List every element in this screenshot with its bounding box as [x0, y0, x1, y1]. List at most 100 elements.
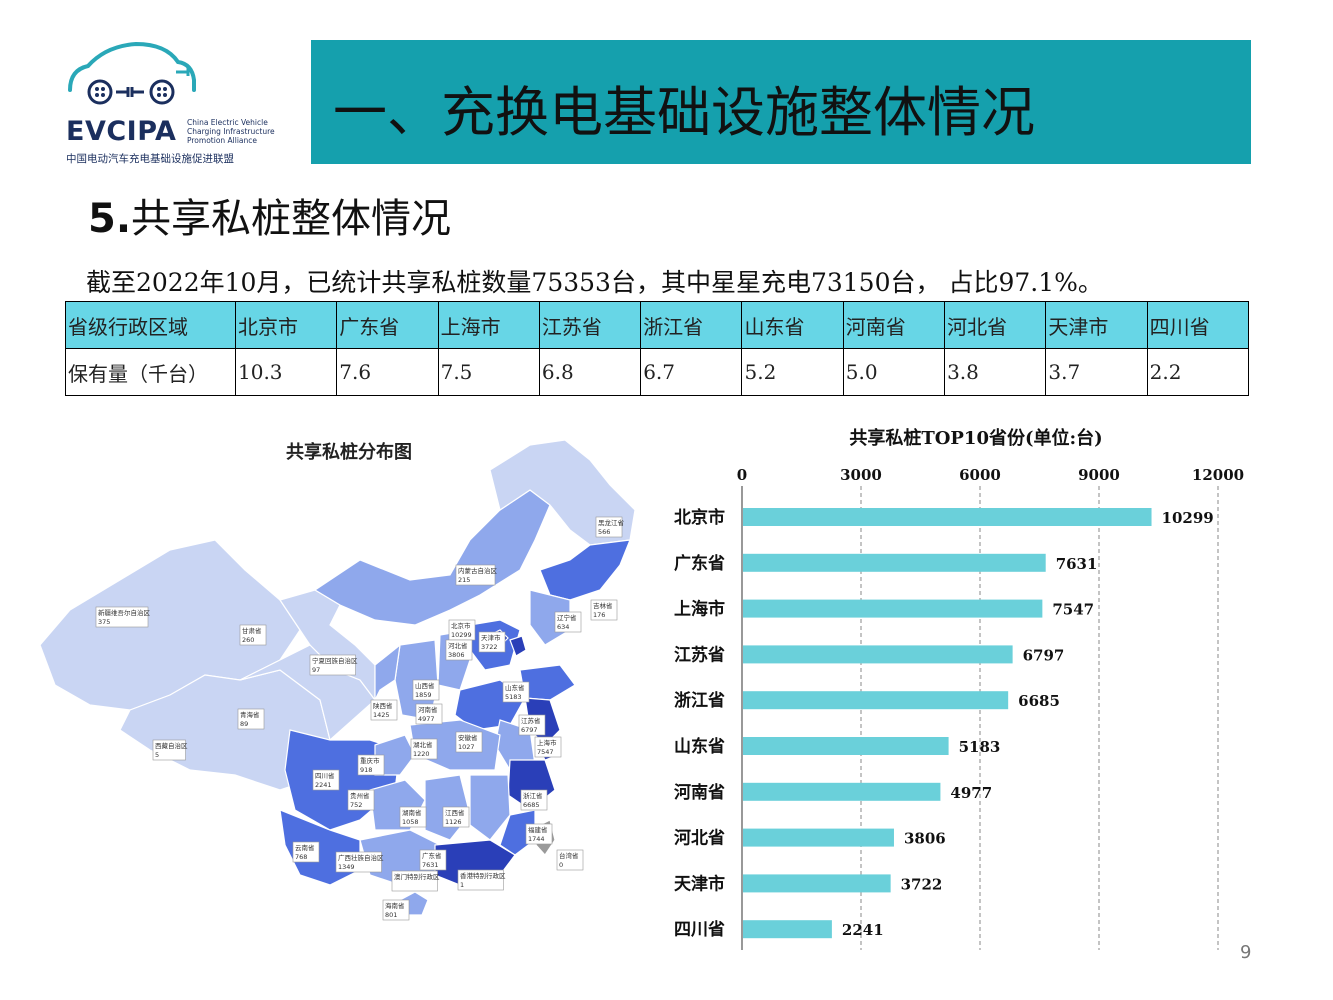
province-name: 湖北省 — [413, 740, 433, 749]
province-name: 上海市 — [537, 738, 557, 747]
bar — [743, 828, 894, 847]
province-value: 1349 — [338, 863, 355, 871]
section-heading: 5.共享私桩整体情况 — [88, 186, 451, 244]
y-tick-label: 江苏省 — [674, 644, 725, 665]
province-value: 2241 — [315, 781, 332, 789]
data-label: 6797 — [1023, 646, 1065, 664]
jiangxi-region — [469, 774, 511, 841]
label-box — [556, 849, 584, 871]
bar — [743, 508, 1152, 526]
province-name: 福建省 — [528, 825, 548, 834]
data-label: 10299 — [1162, 509, 1214, 527]
province-value: 5183 — [505, 693, 522, 701]
summary-text: 截至2022年10月，已统计共享私桩数量75353台，其中星星充电73150台，… — [86, 268, 1103, 297]
province-value: 97 — [312, 666, 320, 674]
province-value: 0 — [559, 861, 563, 869]
bar — [743, 691, 1009, 710]
label-box — [370, 699, 398, 721]
bar — [743, 645, 1013, 664]
ningxia-region — [374, 643, 401, 701]
province-name: 台湾省 — [559, 851, 579, 860]
province-value: 801 — [385, 911, 397, 919]
y-tick-label: 四川省 — [674, 919, 725, 940]
label-box — [445, 639, 473, 661]
province-name: 广西壮族自治区 — [338, 853, 384, 862]
province-value: 215 — [458, 576, 470, 584]
province-name: 河北省 — [448, 641, 468, 650]
page-number: 9 — [1240, 942, 1252, 963]
label-box — [399, 806, 427, 828]
table-cell: 江苏省 — [538, 301, 642, 349]
jilin-region — [539, 539, 631, 601]
bar — [743, 782, 941, 801]
x-tick-label: 12000 — [1192, 466, 1244, 484]
data-label: 5183 — [959, 738, 1001, 756]
province-value: 1220 — [413, 750, 430, 758]
y-tick-label: 山东省 — [674, 736, 725, 757]
province-value: 89 — [240, 720, 248, 728]
table-cell: 河南省 — [842, 301, 946, 349]
label-box — [478, 631, 506, 653]
label-box — [410, 738, 438, 760]
province-name: 河南省 — [418, 705, 438, 714]
xinjiang-region — [39, 539, 301, 711]
table-cell: 天津市 — [1045, 301, 1148, 349]
province-value: 260 — [242, 636, 254, 644]
map-province-label: 澳门特别行政区 — [391, 870, 440, 892]
province-name: 山西省 — [415, 681, 435, 690]
table-cell: 山东省 — [741, 301, 844, 349]
y-tick-label: 天津市 — [674, 873, 725, 894]
province-name: 海南省 — [385, 901, 405, 910]
province-name: 江苏省 — [521, 716, 541, 725]
table-cell: 5.0 — [842, 348, 946, 396]
label-box — [391, 870, 438, 892]
province-value: 1 — [460, 881, 464, 889]
logo-abbr: EVCIPA — [66, 116, 177, 147]
tianjin-region — [509, 635, 527, 657]
province-name: 辽宁省 — [557, 613, 577, 622]
label-box — [239, 624, 267, 646]
table-cell: 上海市 — [437, 301, 540, 349]
province-value: 5 — [155, 751, 159, 759]
province-value: 566 — [598, 528, 610, 536]
province-name: 澳门特别行政区 — [394, 872, 440, 881]
province-value: 7631 — [422, 861, 439, 869]
province-name: 青海省 — [240, 710, 260, 719]
title-banner: 一、充换电基础设施整体情况 — [311, 40, 1251, 164]
logo-english-line: Charging Infrastructure — [187, 127, 275, 136]
label-box — [525, 823, 553, 845]
province-value: 1126 — [445, 818, 462, 826]
label-box — [455, 731, 483, 753]
table-cell: 3.8 — [944, 348, 1047, 396]
table-cell: 3.7 — [1045, 348, 1148, 396]
province-value: 1425 — [373, 711, 390, 719]
province-value: 7547 — [537, 748, 554, 756]
table-cell: 浙江省 — [640, 301, 743, 349]
data-label: 2241 — [842, 921, 884, 939]
label-box — [534, 736, 562, 758]
province-value: 3806 — [448, 651, 465, 659]
label-box — [455, 564, 496, 586]
province-name: 浙江省 — [523, 791, 543, 800]
page-title: 一、充换电基础设施整体情况 — [333, 81, 1035, 144]
data-label: 3722 — [901, 875, 943, 893]
province-name: 陕西省 — [373, 701, 393, 710]
evcipa-logo: EVCIPA China Electric Vehicle Charging I… — [66, 40, 281, 165]
table-cell: 6.8 — [538, 348, 642, 396]
label-box — [95, 606, 149, 628]
province-name: 山东省 — [505, 683, 525, 692]
section-number: 5. — [88, 196, 132, 242]
